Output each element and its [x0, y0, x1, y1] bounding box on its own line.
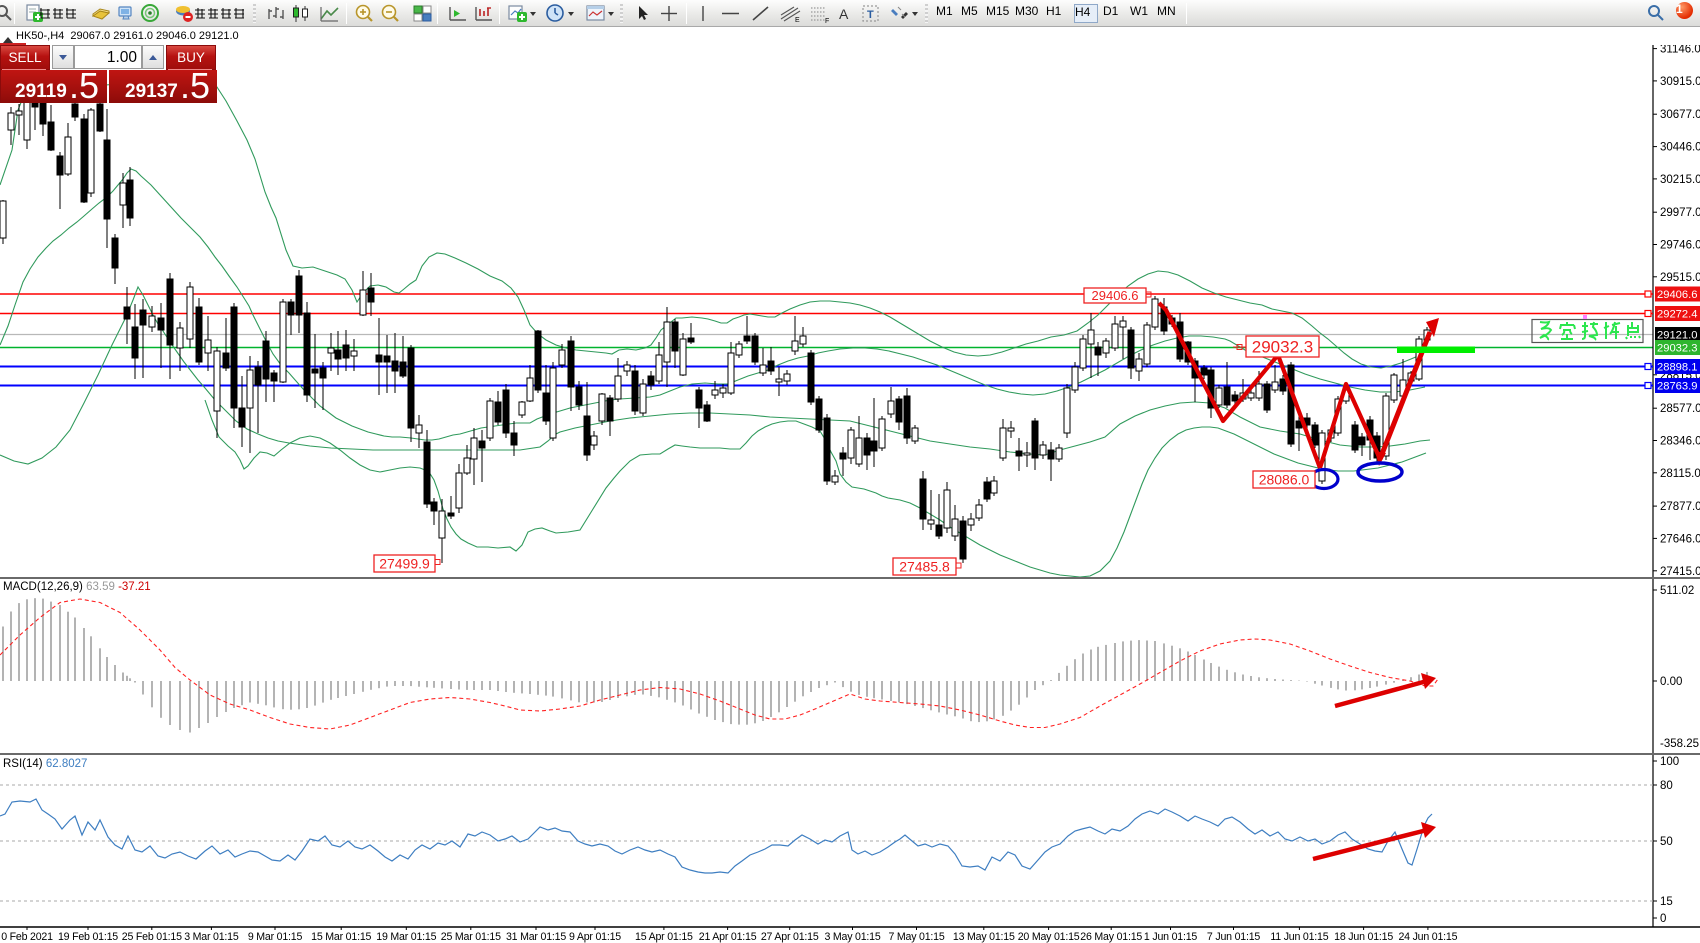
svg-text:25 Feb 01:15: 25 Feb 01:15 — [122, 931, 182, 943]
svg-text:28763.9: 28763.9 — [1657, 381, 1697, 393]
svg-text:11 Jun 01:15: 11 Jun 01:15 — [1270, 931, 1328, 943]
svg-text:15: 15 — [1660, 896, 1673, 908]
svg-text:7 May 01:15: 7 May 01:15 — [888, 931, 944, 943]
svg-text:30677.0: 30677.0 — [1660, 109, 1700, 121]
svg-text:.5: .5 — [69, 65, 99, 103]
svg-text:27415.0: 27415.0 — [1660, 566, 1700, 578]
svg-text:30915.0: 30915.0 — [1660, 76, 1700, 88]
svg-text:28577.0: 28577.0 — [1660, 403, 1700, 415]
svg-text:0: 0 — [1660, 913, 1666, 925]
svg-text:7 Jun 01:15: 7 Jun 01:15 — [1207, 931, 1260, 943]
svg-text:E: E — [795, 17, 800, 24]
svg-text:13 May 01:15: 13 May 01:15 — [953, 931, 1015, 943]
svg-text:29137: 29137 — [125, 81, 178, 102]
svg-text:0 Feb 2021: 0 Feb 2021 — [1, 931, 53, 943]
svg-text:29121.0: 29121.0 — [1657, 330, 1697, 342]
svg-text:29515.0: 29515.0 — [1660, 272, 1700, 284]
svg-text:80: 80 — [1660, 780, 1673, 792]
svg-text:29119: 29119 — [15, 81, 67, 102]
svg-text:27485.8: 27485.8 — [899, 559, 950, 575]
svg-text:50: 50 — [1660, 836, 1673, 848]
svg-text:RSI(14) 62.8027: RSI(14) 62.8027 — [3, 758, 87, 770]
svg-text:3 May 01:15: 3 May 01:15 — [824, 931, 880, 943]
svg-text:-358.25: -358.25 — [1660, 738, 1699, 750]
svg-text:15 Apr 01:15: 15 Apr 01:15 — [635, 931, 693, 943]
svg-text:31146.0: 31146.0 — [1660, 44, 1700, 56]
svg-text:MACD(12,26,9) 63.59 -37.21: MACD(12,26,9) 63.59 -37.21 — [3, 581, 151, 593]
svg-text:F: F — [825, 18, 829, 24]
svg-text:27499.9: 27499.9 — [379, 556, 430, 572]
svg-text:26 May 01:15: 26 May 01:15 — [1080, 931, 1142, 943]
svg-text:100: 100 — [1660, 756, 1679, 768]
svg-text:30446.0: 30446.0 — [1660, 142, 1700, 154]
svg-text:29032.3: 29032.3 — [1657, 343, 1697, 355]
svg-text:28115.0: 28115.0 — [1660, 468, 1700, 480]
svg-text:27 Apr 01:15: 27 Apr 01:15 — [761, 931, 819, 943]
svg-text:29032.3: 29032.3 — [1252, 338, 1313, 357]
svg-text:29406.6: 29406.6 — [1092, 288, 1139, 303]
svg-text:0.00: 0.00 — [1660, 676, 1682, 688]
svg-text:29746.0: 29746.0 — [1660, 240, 1700, 252]
svg-text:9 Mar 01:15: 9 Mar 01:15 — [248, 931, 303, 943]
svg-text:9 Apr 01:15: 9 Apr 01:15 — [569, 931, 621, 943]
svg-text:27877.0: 27877.0 — [1660, 501, 1700, 513]
svg-text:1 Jun 01:15: 1 Jun 01:15 — [1144, 931, 1197, 943]
svg-text:27646.0: 27646.0 — [1660, 533, 1700, 545]
svg-text:T: T — [867, 9, 874, 21]
svg-text:15 Mar 01:15: 15 Mar 01:15 — [311, 931, 371, 943]
svg-text:3 Mar 01:15: 3 Mar 01:15 — [184, 931, 239, 943]
svg-text:28346.0: 28346.0 — [1660, 436, 1700, 448]
svg-text:.5: .5 — [180, 65, 210, 103]
svg-text:25 Mar 01:15: 25 Mar 01:15 — [441, 931, 501, 943]
svg-text:24 Jun 01:15: 24 Jun 01:15 — [1398, 931, 1457, 943]
svg-text:28086.0: 28086.0 — [1259, 472, 1310, 488]
svg-text:29977.0: 29977.0 — [1660, 207, 1700, 219]
svg-text:A: A — [839, 6, 849, 22]
svg-text:19 Mar 01:15: 19 Mar 01:15 — [376, 931, 436, 943]
svg-text:19 Feb 01:15: 19 Feb 01:15 — [58, 931, 118, 943]
svg-text:29406.6: 29406.6 — [1657, 289, 1697, 301]
svg-text:30215.0: 30215.0 — [1660, 174, 1700, 186]
svg-text:21 Apr 01:15: 21 Apr 01:15 — [699, 931, 757, 943]
svg-text:31 Mar 01:15: 31 Mar 01:15 — [506, 931, 566, 943]
svg-text:511.02: 511.02 — [1660, 585, 1694, 597]
svg-text:29272.4: 29272.4 — [1657, 309, 1697, 321]
svg-text:20 May 01:15: 20 May 01:15 — [1018, 931, 1080, 943]
svg-text:18 Jun 01:15: 18 Jun 01:15 — [1334, 931, 1393, 943]
svg-text:28898.1: 28898.1 — [1657, 362, 1697, 374]
